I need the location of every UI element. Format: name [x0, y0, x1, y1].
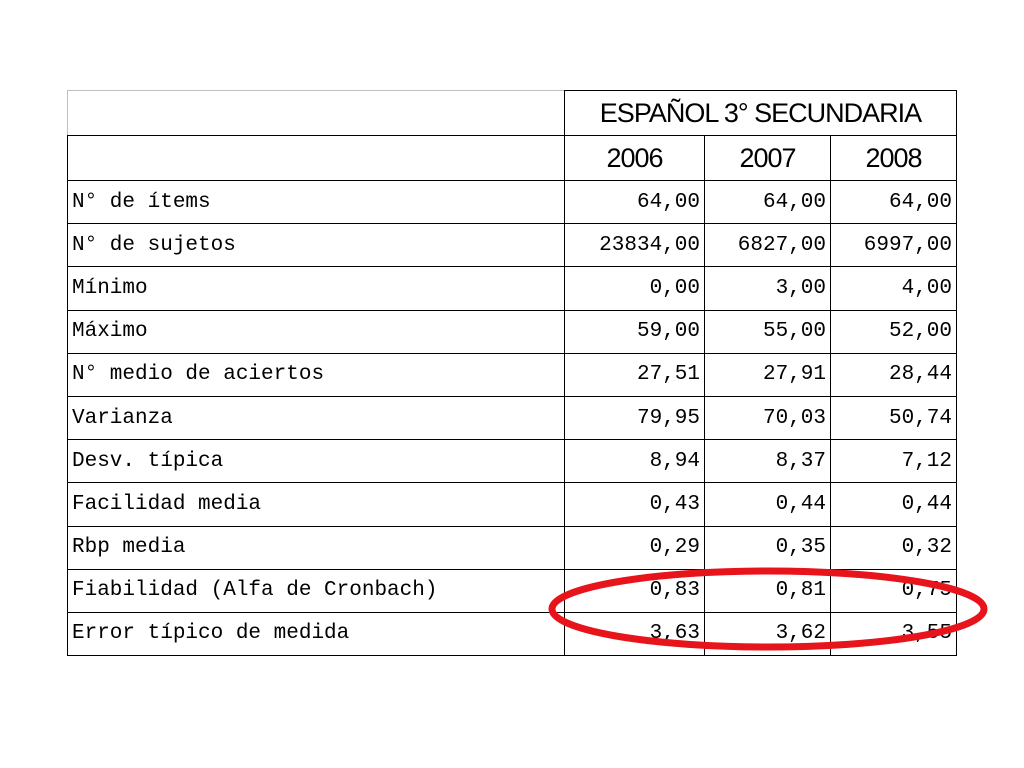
- table-row: Error típico de medida 3,63 3,62 3,55: [67, 611, 957, 657]
- table-corner-cell: [67, 90, 565, 136]
- row-label: Mínimo: [67, 266, 565, 311]
- value-cell-2007: 55,00: [704, 309, 831, 354]
- row-label: Fiabilidad (Alfa de Cronbach): [67, 568, 565, 613]
- value-cell-2006: 23834,00: [564, 223, 705, 268]
- value-cell-2007: 3,00: [704, 266, 831, 311]
- table-row: Fiabilidad (Alfa de Cronbach) 0,83 0,81 0,7…: [67, 568, 957, 613]
- table-title-row: ESPAÑOL 3° SECUNDARIA: [67, 90, 957, 136]
- row-label: Error típico de medida: [67, 611, 565, 657]
- value-cell-2008: 0,44: [830, 482, 957, 527]
- value-cell-2007: 0,44: [704, 482, 831, 527]
- table-row: Desv. típica 8,94 8,37 7,12: [67, 439, 957, 484]
- row-label: Máximo: [67, 309, 565, 354]
- year-header-2006: 2006: [564, 135, 705, 181]
- table-row: Máximo 59,00 55,00 52,00: [67, 309, 957, 354]
- value-cell-2007: 0,81: [704, 568, 831, 613]
- table-row: N° medio de aciertos 27,51 27,91 28,44: [67, 352, 957, 397]
- value-cell-2007: 27,91: [704, 352, 831, 397]
- value-cell-2008: 7,12: [830, 439, 957, 484]
- value-cell-2006: 0,00: [564, 266, 705, 311]
- value-cell-2007: 6827,00: [704, 223, 831, 268]
- value-cell-2006: 8,94: [564, 439, 705, 484]
- value-cell-2008: 52,00: [830, 309, 957, 354]
- value-cell-2007: 8,37: [704, 439, 831, 484]
- table-row: N° de sujetos 23834,00 6827,00 6997,00: [67, 223, 957, 268]
- value-cell-2006: 0,29: [564, 525, 705, 570]
- value-cell-2007: 64,00: [704, 179, 831, 225]
- row-label: Desv. típica: [67, 439, 565, 484]
- table-row: Varianza 79,95 70,03 50,74: [67, 395, 957, 441]
- table-row: N° de ítems 64,00 64,00 64,00: [67, 179, 957, 225]
- year-row-blank-cell: [67, 135, 565, 181]
- row-label: Facilidad media: [67, 482, 565, 527]
- value-cell-2008: 28,44: [830, 352, 957, 397]
- value-cell-2008: 50,74: [830, 395, 957, 441]
- value-cell-2008: 0,32: [830, 525, 957, 570]
- value-cell-2006: 3,63: [564, 611, 705, 657]
- row-label: Varianza: [67, 395, 565, 441]
- value-cell-2007: 3,62: [704, 611, 831, 657]
- table-title: ESPAÑOL 3° SECUNDARIA: [564, 90, 957, 136]
- value-cell-2006: 79,95: [564, 395, 705, 441]
- value-cell-2006: 64,00: [564, 179, 705, 225]
- table-year-row: 2006 2007 2008: [67, 135, 957, 181]
- value-cell-2007: 70,03: [704, 395, 831, 441]
- table-row: Rbp media 0,29 0,35 0,32: [67, 525, 957, 570]
- value-cell-2008: 4,00: [830, 266, 957, 311]
- row-label: N° de sujetos: [67, 223, 565, 268]
- value-cell-2006: 27,51: [564, 352, 705, 397]
- year-header-2008: 2008: [830, 135, 957, 181]
- table-row: Facilidad media 0,43 0,44 0,44: [67, 482, 957, 527]
- value-cell-2006: 0,83: [564, 568, 705, 613]
- row-label: N° de ítems: [67, 179, 565, 225]
- year-header-2007: 2007: [704, 135, 831, 181]
- value-cell-2007: 0,35: [704, 525, 831, 570]
- value-cell-2006: 59,00: [564, 309, 705, 354]
- value-cell-2006: 0,43: [564, 482, 705, 527]
- value-cell-2008: 0,75: [830, 568, 957, 613]
- row-label: N° medio de aciertos: [67, 352, 565, 397]
- value-cell-2008: 6997,00: [830, 223, 957, 268]
- value-cell-2008: 3,55: [830, 611, 957, 657]
- row-label: Rbp media: [67, 525, 565, 570]
- table-row: Mínimo 0,00 3,00 4,00: [67, 266, 957, 311]
- statistics-table: ESPAÑOL 3° SECUNDARIA 2006 2007 2008 N° …: [67, 90, 957, 657]
- value-cell-2008: 64,00: [830, 179, 957, 225]
